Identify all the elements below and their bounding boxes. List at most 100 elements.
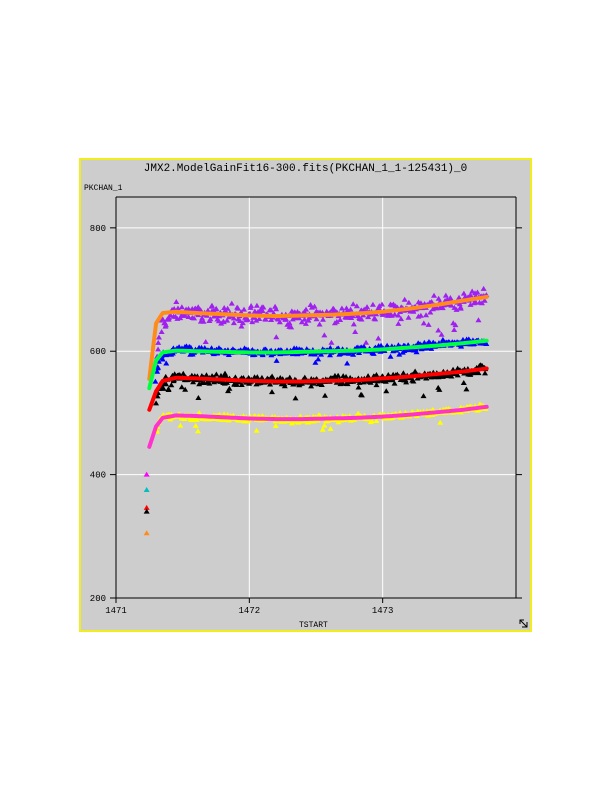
data-point [417, 300, 424, 306]
data-point [230, 315, 237, 321]
data-point [206, 380, 213, 386]
data-point [370, 350, 377, 356]
data-point [431, 292, 438, 298]
data-point [165, 386, 172, 392]
data-point [187, 344, 194, 350]
data-point [469, 288, 476, 294]
fit-curve-4 [147, 404, 489, 449]
data-point [296, 315, 303, 321]
data-point [194, 428, 201, 434]
data-point [322, 392, 329, 398]
resize-grip-icon[interactable] [518, 618, 529, 629]
data-point [259, 307, 266, 313]
data-point [475, 317, 482, 323]
data-point [313, 316, 320, 322]
data-point [333, 318, 340, 324]
x-tick-label: 1473 [372, 606, 394, 616]
data-point [200, 318, 207, 324]
x-tick-label: 1471 [105, 606, 127, 616]
data-point [286, 374, 293, 380]
data-point [373, 382, 380, 388]
data-point [163, 360, 170, 366]
data-point [208, 345, 215, 351]
fit-curve-3 [147, 366, 489, 412]
axes: 1471 1472 1473 200 400 600 800 [90, 196, 522, 616]
data-point [327, 425, 334, 431]
data-point [442, 292, 449, 298]
data-point [298, 319, 305, 325]
data-point [152, 378, 159, 384]
data-point [427, 309, 434, 315]
data-point [480, 285, 487, 291]
data-point [391, 311, 398, 317]
data-point [372, 316, 379, 322]
data-point [267, 307, 274, 313]
data-point [420, 320, 427, 326]
data-point [347, 306, 354, 312]
data-point [162, 322, 169, 328]
data-point [413, 349, 420, 355]
data-point [267, 381, 274, 387]
data-point [197, 307, 204, 313]
data-point [308, 383, 315, 389]
data-point [423, 312, 430, 318]
data-point [378, 301, 385, 307]
data-point [315, 356, 322, 362]
data-point [338, 305, 345, 311]
data-point [254, 374, 261, 380]
data-point [436, 386, 443, 392]
data-point [193, 416, 200, 422]
data-point [154, 368, 161, 374]
data-point [305, 317, 312, 323]
data-point [303, 306, 310, 312]
data-point [350, 301, 357, 307]
data-point [447, 294, 454, 300]
data-point [448, 373, 455, 379]
data-point [173, 298, 180, 304]
data-point [353, 303, 360, 309]
data-point [343, 373, 350, 379]
data-point [460, 290, 467, 296]
data-point [238, 382, 245, 388]
data-point [238, 323, 245, 329]
data-point [160, 385, 167, 391]
data-point [321, 422, 328, 428]
data-point [288, 324, 295, 330]
data-point [420, 393, 427, 399]
data-point [378, 342, 385, 348]
fit-curve-1 [147, 294, 489, 381]
fit-curve-2 [147, 338, 489, 391]
data-point [472, 299, 479, 305]
data-point [350, 351, 357, 357]
data-point [155, 364, 162, 370]
data-point [249, 319, 256, 325]
data-point [438, 331, 445, 337]
data-point [437, 419, 444, 425]
data-point [358, 316, 365, 322]
data-point [463, 386, 470, 392]
data-point [155, 334, 162, 340]
data-point [343, 305, 350, 311]
data-point [474, 289, 481, 295]
data-point [460, 379, 467, 385]
data-point [417, 312, 424, 318]
data-point [337, 316, 344, 322]
data-point [224, 317, 231, 323]
data-point [339, 380, 346, 386]
data-point [258, 374, 265, 380]
data-point [448, 302, 455, 308]
data-point [453, 306, 460, 312]
data-point [318, 381, 325, 387]
data-point [467, 292, 474, 298]
data-point [207, 316, 214, 322]
data-point [376, 305, 383, 311]
plot-area: 1471 1472 1473 200 400 600 800 PKCHAN_1 TSTART [84, 184, 522, 630]
data-point [239, 320, 246, 326]
y-axis-label: PKCHAN_1 [84, 184, 123, 193]
data-point [358, 392, 365, 398]
data-point [330, 305, 337, 311]
data-point [223, 373, 230, 379]
data-point [395, 320, 402, 326]
data-point [355, 410, 362, 416]
chart-title: JMX2.ModelGainFit16-300.fits(PKCHAN_1_1-… [143, 163, 468, 175]
